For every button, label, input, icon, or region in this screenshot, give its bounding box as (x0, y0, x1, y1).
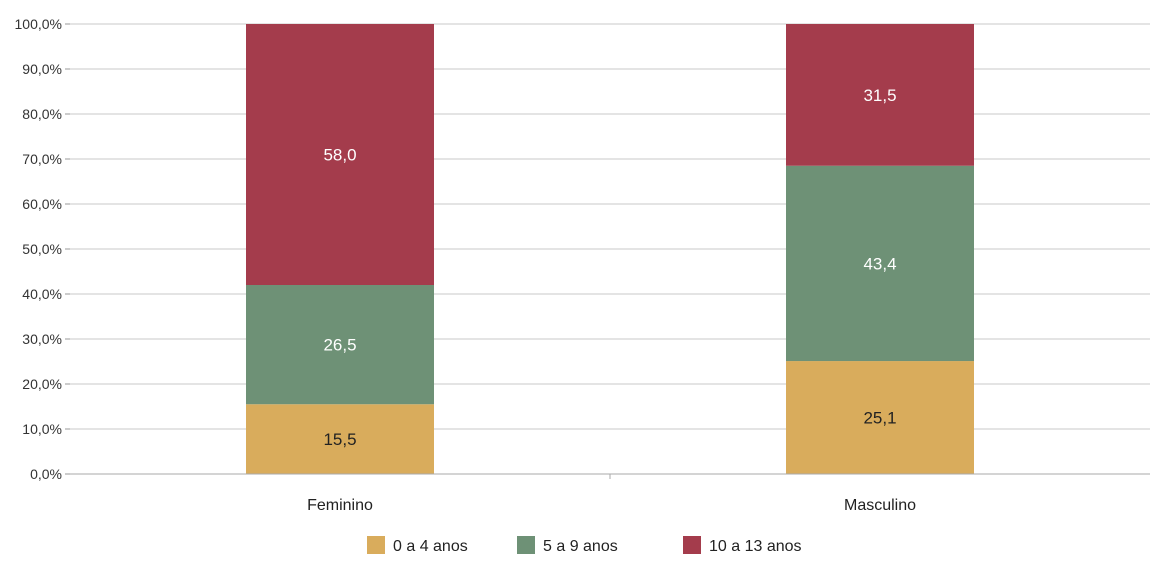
bar-segment (786, 165, 974, 362)
data-label: 15,5 (323, 430, 356, 449)
y-tick-label: 90,0% (22, 61, 62, 77)
bars: 15,5 26,5 58,0 25,1 43,4 31,5 (246, 24, 974, 474)
y-tick-label: 40,0% (22, 286, 62, 302)
y-tick-label: 100,0% (15, 16, 62, 32)
legend-label: 5 a 9 anos (543, 538, 618, 555)
y-tick-label: 60,0% (22, 196, 62, 212)
bar-segment (786, 361, 974, 474)
y-tick-label: 50,0% (22, 241, 62, 257)
y-axis: 0,0% 10,0% 20,0% 30,0% 40,0% 50,0% 60,0% 70,0% 8… (15, 16, 70, 482)
x-tick-label: Feminino (307, 497, 373, 514)
bar-segment (246, 404, 434, 474)
legend-swatch (367, 536, 385, 554)
y-tick-label: 0,0% (30, 466, 62, 482)
legend-swatch (517, 536, 535, 554)
legend-swatch (683, 536, 701, 554)
bar-segment (786, 24, 974, 166)
data-label: 43,4 (863, 254, 896, 273)
legend: 0 a 4 anos 5 a 9 anos 10 a 13 anos (367, 536, 802, 555)
data-label: 31,5 (863, 86, 896, 105)
y-tick-label: 10,0% (22, 421, 62, 437)
y-tick-label: 70,0% (22, 151, 62, 167)
y-tick-label: 30,0% (22, 331, 62, 347)
gridlines (70, 23, 1150, 475)
bar-segment (246, 24, 434, 285)
y-tick-label: 80,0% (22, 106, 62, 122)
data-label: 25,1 (863, 409, 896, 428)
x-axis: Feminino Masculino (70, 473, 1150, 514)
bar-segment (246, 285, 434, 405)
y-tick-label: 20,0% (22, 376, 62, 392)
data-label: 58,0 (323, 146, 356, 165)
data-label: 26,5 (323, 336, 356, 355)
legend-label: 10 a 13 anos (709, 538, 802, 555)
x-tick-label: Masculino (844, 497, 916, 514)
legend-label: 0 a 4 anos (393, 538, 468, 555)
